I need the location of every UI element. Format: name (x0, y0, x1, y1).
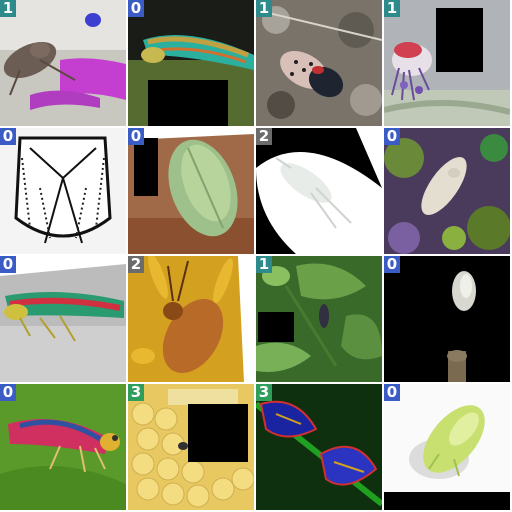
tile-label: 2 (256, 128, 272, 145)
tile-4: 1 (384, 0, 510, 126)
tile-10: 2 (128, 256, 254, 382)
tile-15: 3 (256, 384, 382, 510)
tile-14: 3 (128, 384, 254, 510)
tile-label: 3 (128, 384, 144, 401)
occlusion-mask (148, 80, 228, 126)
tile-label: 1 (0, 0, 16, 17)
tile-label: 1 (256, 0, 272, 17)
tile-label: 0 (128, 0, 144, 17)
tile-label: 0 (0, 256, 16, 273)
tile-image (384, 128, 510, 254)
tile-image (0, 128, 126, 254)
tile-image (256, 384, 382, 510)
tile-5: 0 (0, 128, 126, 254)
tile-image (0, 384, 126, 510)
tile-label: 3 (256, 384, 272, 401)
tile-12: 0 (384, 256, 510, 382)
tile-image (256, 256, 382, 382)
tile-16: 0 (384, 384, 510, 510)
tile-label: 0 (0, 384, 16, 401)
tile-image (256, 0, 382, 126)
tile-1: 1 (0, 0, 126, 126)
occlusion-mask (436, 8, 483, 72)
tile-label: 1 (384, 0, 400, 17)
occlusion-mask (258, 312, 294, 342)
tile-label: 2 (128, 256, 144, 273)
tile-label: 0 (0, 128, 16, 145)
tile-image (384, 256, 510, 382)
tile-image (128, 256, 254, 382)
tile-label: 0 (384, 128, 400, 145)
tile-13: 0 (0, 384, 126, 510)
tile-label: 0 (384, 256, 400, 273)
tile-image (0, 256, 126, 382)
tile-9: 0 (0, 256, 126, 382)
tile-11: 1 (256, 256, 382, 382)
tile-image (128, 128, 254, 254)
tile-label: 0 (128, 128, 144, 145)
tile-image (256, 128, 382, 254)
tile-image (0, 0, 126, 126)
occlusion-mask (134, 138, 158, 196)
tile-6: 0 (128, 128, 254, 254)
tile-label: 1 (256, 256, 272, 273)
tile-label: 0 (384, 384, 400, 401)
tile-7: 2 (256, 128, 382, 254)
tile-2: 0 (128, 0, 254, 126)
tile-image (384, 384, 510, 510)
occlusion-mask (188, 404, 248, 462)
tile-8: 0 (384, 128, 510, 254)
tile-3: 1 (256, 0, 382, 126)
